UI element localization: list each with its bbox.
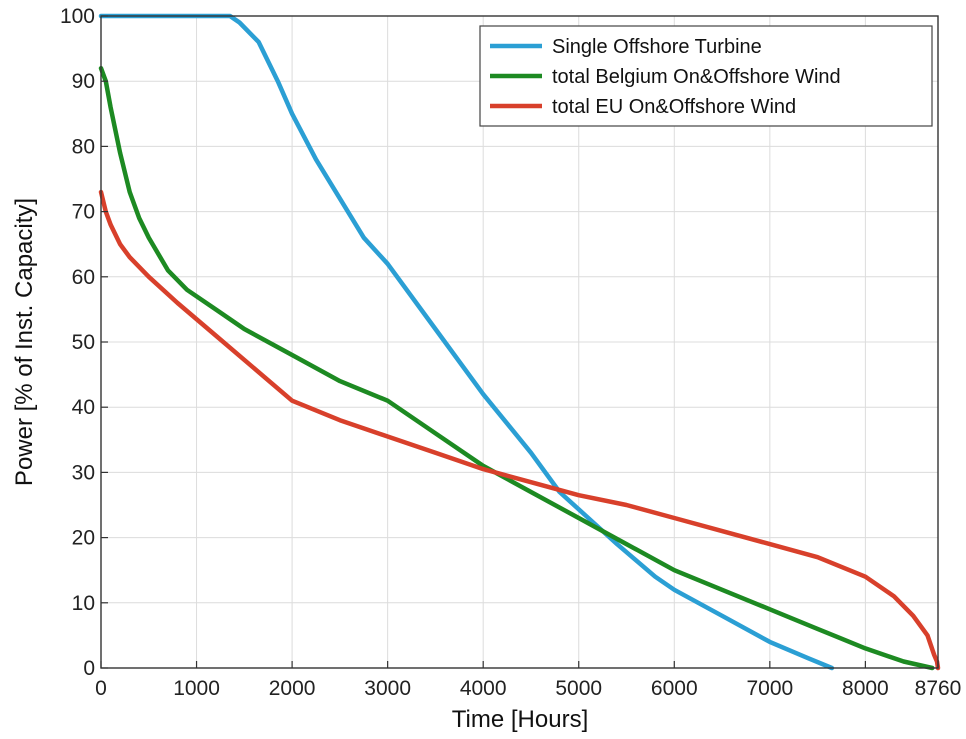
x-tick-label: 0 [95, 677, 107, 700]
x-tick-label: 5000 [555, 677, 602, 700]
y-tick-label: 50 [72, 331, 95, 354]
x-tick-label: 2000 [269, 677, 316, 700]
legend-box [479, 25, 933, 127]
legend-label: total EU On&Offshore Wind [552, 96, 796, 118]
series-line-1 [98, 13, 835, 671]
y-tick-label: 100 [60, 5, 95, 28]
y-axis-ticks: 0 10 20 30 40 50 60 70 80 90 100 [60, 5, 108, 680]
x-tick-label: 1000 [173, 677, 220, 700]
y-tick-label: 20 [72, 527, 95, 550]
y-tick-label: 80 [72, 135, 95, 158]
x-tick-label: 7000 [746, 677, 793, 700]
x-axis-ticks: 0 1000 2000 3000 4000 5000 6000 7000 8000 8760 [95, 661, 961, 700]
x-tick-label: 6000 [651, 677, 698, 700]
legend: Single Offshore Turbine total Belgium On&… [479, 25, 933, 127]
series-line-3 [98, 189, 941, 671]
x-axis-title: Time [Hours] [452, 706, 588, 733]
x-tick-label: 8000 [842, 677, 889, 700]
y-axis-title: Power [% of Inst. Capacity] [11, 198, 38, 486]
y-tick-label: 30 [72, 461, 95, 484]
legend-label: total Belgium On&Offshore Wind [552, 66, 841, 88]
y-tick-label: 60 [72, 266, 95, 289]
x-tick-label: 8760 [915, 677, 962, 700]
legend-label: Single Offshore Turbine [552, 36, 762, 58]
y-tick-label: 40 [72, 396, 95, 419]
series-line-2 [98, 65, 935, 671]
y-tick-label: 0 [83, 657, 95, 680]
y-tick-label: 70 [72, 201, 95, 224]
y-tick-label: 10 [72, 592, 95, 615]
x-tick-label: 3000 [364, 677, 411, 700]
series-lines [98, 13, 941, 671]
y-tick-label: 90 [72, 70, 95, 93]
x-tick-label: 4000 [460, 677, 507, 700]
